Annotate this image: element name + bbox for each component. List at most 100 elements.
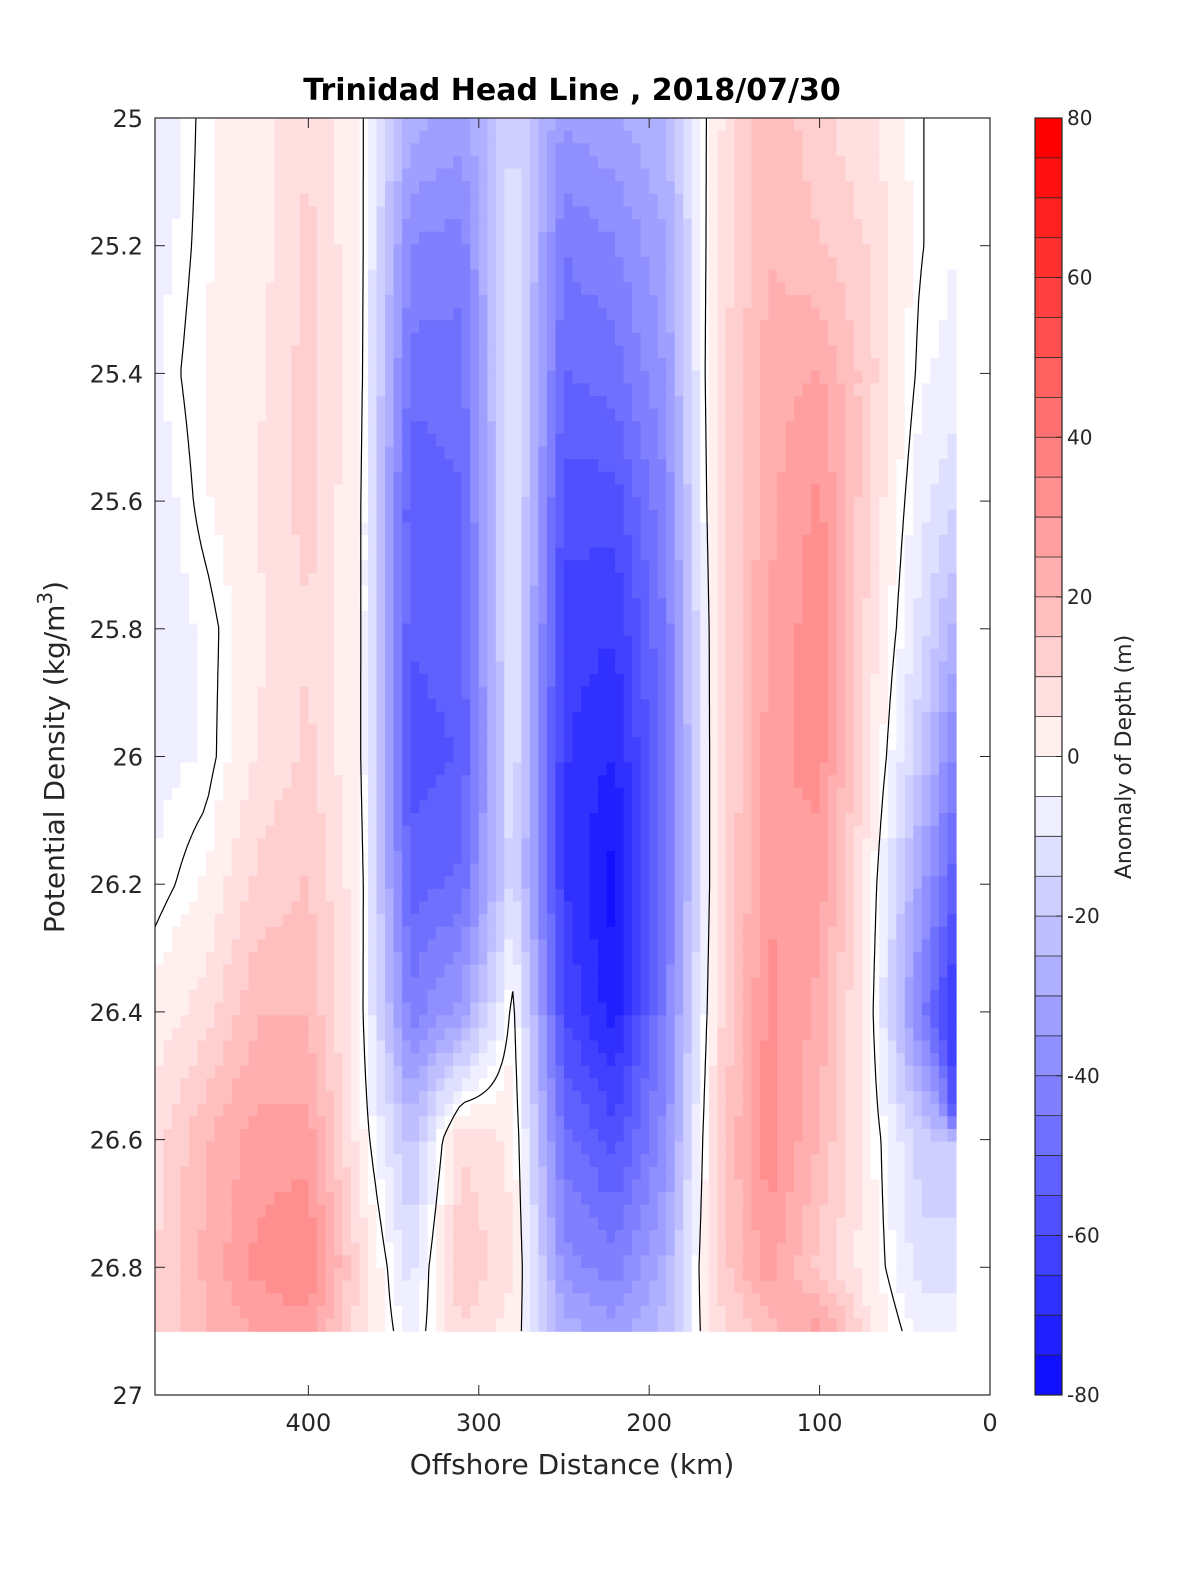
heatmap-cell	[572, 509, 582, 524]
heatmap-cell	[751, 636, 761, 650]
heatmap-cell	[504, 345, 514, 359]
heatmap-cell	[478, 155, 488, 170]
heatmap-cell	[862, 762, 872, 776]
heatmap-cell	[359, 560, 369, 574]
heatmap-cell	[725, 497, 736, 511]
heatmap-cell	[393, 345, 403, 359]
heatmap-cell	[802, 623, 812, 637]
heatmap-cell	[274, 383, 284, 397]
heatmap-cell	[223, 775, 233, 789]
heatmap-cell	[342, 636, 352, 650]
heatmap-cell	[802, 257, 812, 271]
heatmap-cell	[299, 320, 310, 334]
heatmap-cell	[223, 484, 233, 498]
heatmap-cell	[904, 636, 915, 650]
heatmap-cell	[316, 345, 327, 359]
heatmap-cell	[717, 282, 727, 296]
heatmap-cell	[938, 219, 949, 233]
heatmap-cell	[734, 181, 744, 195]
heatmap-cell	[811, 320, 821, 334]
heatmap-cell	[402, 130, 412, 144]
heatmap-cell	[385, 320, 395, 334]
heatmap-cell	[708, 497, 719, 511]
heatmap-cell	[819, 560, 829, 574]
heatmap-cell	[308, 332, 318, 347]
heatmap-cell	[427, 471, 437, 486]
heatmap-cell	[461, 762, 471, 776]
heatmap-cell	[904, 396, 915, 410]
heatmap-cell	[206, 497, 216, 511]
heatmap-cell	[342, 358, 352, 372]
heatmap-cell	[563, 320, 574, 334]
heatmap-cell	[265, 762, 275, 776]
heatmap-cell	[461, 623, 471, 637]
heatmap-cell	[172, 560, 182, 574]
heatmap-cell	[742, 396, 753, 410]
heatmap-cell	[853, 257, 863, 271]
heatmap-cell	[657, 396, 667, 410]
heatmap-cell	[376, 345, 386, 359]
heatmap-cell	[248, 497, 258, 511]
heatmap-cell	[563, 560, 574, 574]
heatmap-cell	[802, 749, 812, 764]
heatmap-cell	[606, 459, 616, 473]
heatmap-cell	[180, 509, 190, 524]
heatmap-cell	[904, 674, 915, 688]
heatmap-cell	[316, 370, 327, 385]
heatmap-cell	[913, 547, 923, 561]
heatmap-cell	[206, 459, 216, 473]
heatmap-cell	[734, 345, 744, 359]
heatmap-cell	[274, 661, 284, 675]
heatmap-cell	[419, 686, 429, 700]
heatmap-cell	[632, 699, 642, 713]
heatmap-cell	[776, 572, 787, 587]
heatmap-cell	[197, 294, 207, 309]
heatmap-cell	[717, 193, 727, 208]
heatmap-cell	[214, 307, 224, 321]
heatmap-cell	[589, 257, 599, 271]
heatmap-cell	[828, 775, 838, 789]
heatmap-cell	[470, 648, 480, 663]
heatmap-cell	[265, 257, 275, 271]
heatmap-cell	[887, 181, 897, 195]
heatmap-cell	[427, 294, 437, 309]
heatmap-cell	[470, 332, 480, 347]
heatmap-cell	[436, 686, 446, 700]
heatmap-cell	[504, 294, 514, 309]
heatmap-cell	[623, 244, 633, 258]
heatmap-cell	[887, 231, 897, 246]
heatmap-cell	[470, 547, 480, 561]
heatmap-cell	[649, 193, 659, 208]
heatmap-cell	[214, 257, 224, 271]
heatmap-cell	[751, 484, 761, 498]
heatmap-cell	[359, 396, 369, 410]
heatmap-cell	[265, 433, 275, 448]
heatmap-cell	[649, 699, 659, 713]
heatmap-cell	[419, 674, 429, 688]
heatmap-cell	[521, 244, 531, 258]
heatmap-cell	[180, 598, 190, 612]
heatmap-cell	[359, 345, 369, 359]
heatmap-cell	[189, 294, 199, 309]
heatmap-cell	[785, 497, 795, 511]
heatmap-cell	[598, 623, 608, 637]
heatmap-cell	[811, 674, 821, 688]
heatmap-cell	[487, 585, 497, 599]
heatmap-cell	[563, 497, 574, 511]
heatmap-cell	[845, 345, 855, 359]
heatmap-cell	[785, 231, 795, 246]
heatmap-cell	[572, 433, 582, 448]
heatmap-cell	[657, 421, 667, 435]
heatmap-cell	[299, 396, 310, 410]
heatmap-cell	[291, 130, 301, 144]
heatmap-cell	[691, 522, 702, 536]
heatmap-cell	[325, 370, 335, 385]
heatmap-cell	[240, 648, 250, 663]
heatmap-cell	[904, 244, 915, 258]
heatmap-cell	[870, 332, 880, 347]
heatmap-cell	[172, 446, 182, 460]
heatmap-cell	[206, 509, 216, 524]
heatmap-cell	[231, 522, 241, 536]
heatmap-cell	[623, 181, 633, 195]
heatmap-cell	[214, 737, 224, 751]
